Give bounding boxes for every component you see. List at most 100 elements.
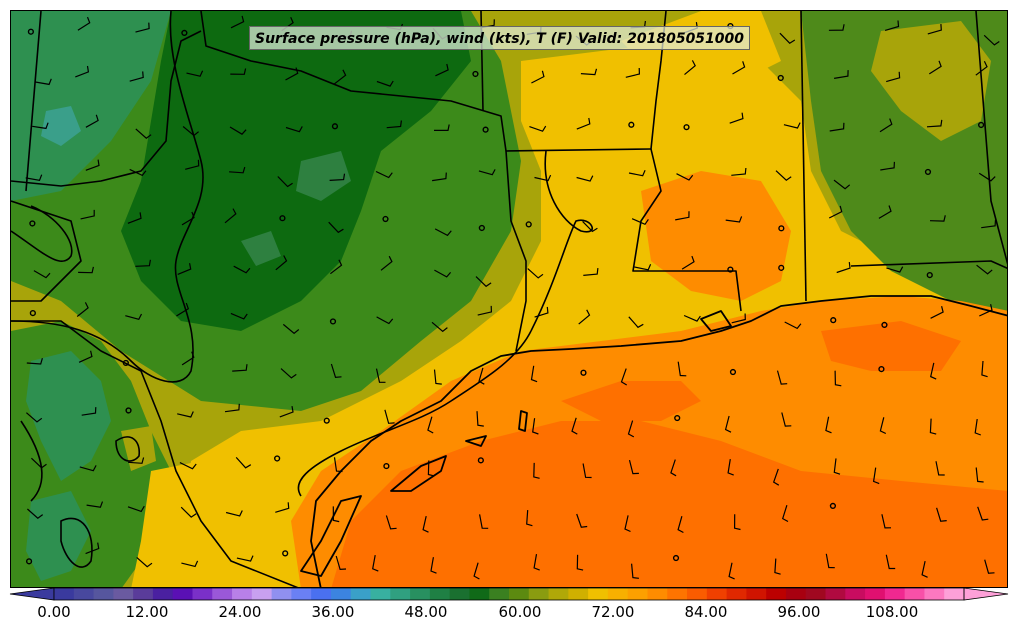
- wind-barb: [431, 321, 448, 333]
- calm-wind-circle: [924, 168, 932, 176]
- wind-barb: [376, 316, 394, 325]
- calm-wind-circle: [478, 224, 485, 232]
- wind-barb: [225, 510, 243, 517]
- wind-barb: [631, 563, 639, 579]
- wind-barb: [135, 22, 150, 33]
- wind-barb: [80, 209, 95, 220]
- calm-wind-circle: [282, 550, 289, 557]
- colorbar-swatch: [469, 588, 490, 600]
- wind-barb: [376, 80, 394, 87]
- colorbar-swatch: [172, 588, 194, 600]
- wind-barb: [230, 15, 245, 29]
- colorbar-tick-label: 0.00: [37, 603, 71, 621]
- colorbar-frame: [53, 587, 965, 601]
- wind-barb: [181, 211, 195, 226]
- colorbar-swatch: [390, 588, 411, 600]
- wind-barb: [975, 61, 988, 76]
- colorbar-swatch: [924, 588, 945, 600]
- wind-barb: [236, 555, 254, 562]
- colorbar-swatch: [746, 588, 767, 600]
- temp-band-teal: [11, 11, 171, 201]
- wind-barb: [628, 169, 646, 177]
- wind-barb: [921, 560, 928, 578]
- wind-barb: [235, 456, 252, 469]
- wind-barb: [277, 176, 293, 188]
- calm-wind-circle: [274, 455, 281, 462]
- wind-barb: [724, 415, 732, 433]
- wind-barb: [683, 314, 701, 322]
- wind-barb: [576, 554, 584, 571]
- wind-barb: [828, 24, 845, 31]
- calm-wind-circle: [829, 502, 837, 509]
- wind-barb: [527, 268, 544, 279]
- wind-barb: [86, 501, 104, 508]
- colorbar-swatch: [667, 588, 688, 600]
- colorbar-tick-label: 84.00: [684, 603, 728, 621]
- wind-barb: [828, 205, 843, 219]
- wind-barb: [224, 208, 237, 224]
- wind-barb: [926, 119, 943, 128]
- wind-barb: [478, 169, 496, 176]
- wind-barb: [884, 20, 900, 31]
- wind-barb: [681, 255, 695, 270]
- wind-barb: [430, 557, 437, 574]
- map-title: Surface pressure (hPa), wind (kts), T (F…: [249, 26, 751, 50]
- wind-barb: [532, 418, 539, 435]
- calm-wind-circle: [778, 264, 785, 271]
- wind-barb: [176, 302, 190, 317]
- temperature-field-map: [11, 11, 1007, 587]
- wind-barb: [979, 304, 993, 317]
- colorbar-swatch: [449, 588, 471, 600]
- wind-barb: [75, 65, 90, 78]
- wind-barb: [329, 173, 346, 181]
- colorbar-swatch: [766, 588, 787, 600]
- wind-barb: [872, 467, 880, 485]
- wind-barb: [78, 266, 94, 274]
- wind-barb: [275, 502, 290, 513]
- calm-wind-circle: [778, 225, 785, 232]
- wind-barb: [125, 313, 143, 321]
- wind-barb: [930, 362, 937, 380]
- wind-barb: [434, 124, 450, 131]
- wind-barb: [128, 457, 145, 464]
- wind-barb: [929, 418, 937, 435]
- wind-barb: [177, 263, 192, 275]
- wind-barb: [530, 365, 538, 383]
- wind-barb: [733, 514, 741, 531]
- wind-barb: [576, 117, 591, 130]
- colorbar-tick-label: 36.00: [311, 603, 355, 621]
- wind-barb: [531, 70, 545, 84]
- wind-barb: [179, 462, 197, 470]
- wind-barb: [232, 364, 248, 372]
- wind-barb: [230, 312, 248, 320]
- colorbar-swatch: [113, 588, 134, 600]
- wind-barb: [177, 411, 194, 418]
- wind-barb: [282, 323, 300, 335]
- wind-barb: [185, 159, 200, 170]
- colorbar-swatch: [627, 588, 649, 600]
- wind-barb: [136, 556, 153, 568]
- wind-barb: [26, 412, 43, 423]
- wind-barb: [181, 351, 195, 366]
- wind-barb: [677, 516, 684, 534]
- calm-wind-circle: [628, 121, 635, 128]
- wind-barb: [975, 467, 984, 483]
- calm-wind-circle: [29, 309, 36, 317]
- calm-wind-circle: [472, 70, 479, 78]
- wind-barb: [729, 112, 744, 124]
- calm-wind-circle: [580, 369, 587, 376]
- wind-barb: [27, 508, 44, 519]
- colorbar-swatch: [330, 588, 352, 600]
- wind-barb: [981, 219, 997, 229]
- wind-barb: [333, 457, 343, 473]
- colorbar-swatch: [805, 588, 827, 600]
- wind-barb: [776, 370, 788, 385]
- wind-barb: [186, 70, 204, 77]
- wind-barb: [576, 513, 588, 528]
- wind-barb: [774, 558, 781, 575]
- wind-barb: [79, 465, 97, 472]
- wind-barb: [330, 259, 343, 275]
- wind-barb: [380, 255, 393, 271]
- wind-barb: [85, 159, 100, 171]
- colorbar-tick-label: 72.00: [591, 603, 635, 621]
